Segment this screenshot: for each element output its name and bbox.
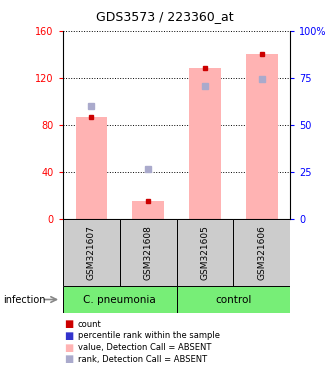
Text: GSM321608: GSM321608 [144, 225, 152, 280]
Bar [189, 68, 221, 219]
Text: value, Detection Call = ABSENT: value, Detection Call = ABSENT [78, 343, 211, 352]
Bar [76, 117, 107, 219]
Text: ■: ■ [64, 354, 74, 364]
Bar [177, 219, 234, 286]
Text: GSM321607: GSM321607 [87, 225, 96, 280]
Text: GSM321606: GSM321606 [257, 225, 266, 280]
Text: GDS3573 / 223360_at: GDS3573 / 223360_at [96, 10, 234, 23]
Bar [246, 54, 278, 219]
Text: ■: ■ [64, 331, 74, 341]
Text: infection: infection [3, 295, 46, 305]
Text: GSM321605: GSM321605 [201, 225, 210, 280]
Text: control: control [215, 295, 252, 305]
Text: ■: ■ [64, 319, 74, 329]
Text: percentile rank within the sample: percentile rank within the sample [78, 331, 219, 341]
Bar [63, 286, 177, 313]
Bar [177, 286, 290, 313]
Text: C. pneumonia: C. pneumonia [83, 295, 156, 305]
Text: rank, Detection Call = ABSENT: rank, Detection Call = ABSENT [78, 354, 207, 364]
Bar [63, 219, 119, 286]
Bar [132, 201, 164, 219]
Text: ■: ■ [64, 343, 74, 353]
Text: count: count [78, 320, 101, 329]
Bar [119, 219, 177, 286]
Bar [233, 219, 290, 286]
